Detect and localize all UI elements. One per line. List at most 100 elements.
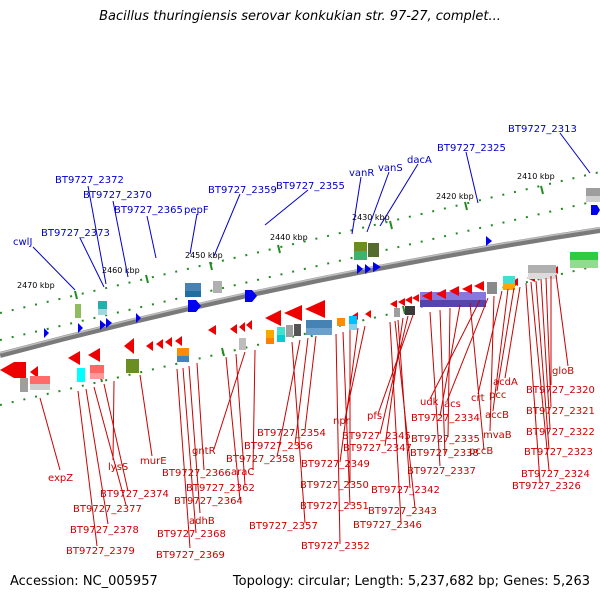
pos-label-2450: 2450 kbp [185,251,223,260]
gene-box [306,328,332,335]
gene-label-upper: BT9727_2373 [41,228,110,239]
gene-box [306,320,332,328]
gene-box [349,324,357,330]
gene-box [266,338,274,344]
gene-box [337,318,345,326]
genome-summary-text: Topology: circular; Length: 5,237,682 bp… [232,574,590,589]
position-labels: 2410 kbp 2420 kbp 2430 kbp 2440 kbp 2450… [17,172,555,290]
gene-label-lower: BT9727_2356 [244,441,313,452]
gene-box [30,376,50,384]
gene-label-lower: BT9727_2379 [66,546,135,557]
gene-box [185,291,201,297]
gene-box [528,265,556,273]
gene-label-lower: BT9727_2350 [300,480,369,491]
gene-label-lower: BT9727_2326 [512,481,581,492]
gene-box [98,301,107,309]
gene-box [394,308,400,317]
gene-arrow [462,284,472,294]
gene-label-lower: npr [333,416,351,427]
gene-label-lower: udk [420,397,439,408]
gene-box [266,330,274,338]
gene-label-lower: BT9727_2364 [174,496,243,507]
gene-label-lower: BT9727_2357 [249,521,318,532]
gene-label-lower: BT9727_2362 [186,483,255,494]
gene-label-upper: cwlJ [13,237,32,248]
gene-label-lower: BT9727_2343 [368,506,437,517]
gene-box [503,284,515,290]
gene-box [354,251,367,260]
gene-label-lower: BT9727_2349 [301,459,370,470]
gene-label-upper: pepF [184,205,209,216]
gene-arrow [100,320,106,330]
pos-label-2410: 2410 kbp [517,172,555,181]
gene-box [503,276,515,284]
gene-box [177,348,189,356]
gene-box [75,304,81,318]
gene-box [30,384,50,390]
gene-box [586,196,600,202]
gene-label-lower: BT9727_2366 [162,468,231,479]
map-title: Bacillus thuringiensis serovar konkukian… [99,9,501,24]
gene-box [420,300,486,307]
gene-box [90,365,104,373]
gene-label-lower: acs [444,399,461,410]
gene-arrow [245,290,257,302]
gene-label-lower: BT9727_2342 [371,485,440,496]
gene-label-lower: lysS [108,462,128,473]
gene-label-upper: BT9727_2313 [508,124,577,135]
gene-arrow [365,310,371,318]
gene-arrow [0,362,26,378]
gene-label-lower: pfs [367,411,382,422]
gene-label-lower: mvaB [483,430,512,441]
gene-arrow [265,310,281,326]
pos-label-2470: 2470 kbp [17,281,55,290]
gene-box [586,188,600,196]
gene-arrow [88,348,100,362]
gene-label-lower: BT9727_2322 [526,427,595,438]
gene-box [20,378,28,392]
lower-track-genes [0,252,598,392]
pos-label-2440: 2440 kbp [270,233,308,242]
gene-box [349,316,357,324]
upper-track-genes [44,188,600,338]
gene-label-lower: BT9727_2323 [524,447,593,458]
gene-label-lower: acdA [493,377,518,388]
gene-arrow [175,336,182,346]
gene-label-lower: BT9727_2358 [226,454,295,465]
gene-arrow [106,318,112,328]
gene-arrow [44,328,49,338]
gene-label-upper: BT9727_2365 [114,205,183,216]
gene-box [420,292,486,300]
gene-arrow [188,300,201,312]
gene-label-lower: BT9727_2352 [301,541,370,552]
gene-label-lower: murE [140,456,167,467]
gene-label-lower: BT9727_2338 [410,448,479,459]
gene-label-upper: dacA [407,155,432,166]
accession-text: Accession: NC_005957 [10,574,158,589]
gene-box [213,281,222,293]
gene-arrow [422,291,432,301]
gene-label-lower: pccB [469,446,493,457]
gene-box [294,324,301,336]
gene-label-lower: accB [485,410,509,421]
gene-box [570,252,598,260]
gene-arrow [78,323,83,333]
gene-label-upper: vanR [349,168,374,179]
lower-leader-lines [39,274,569,549]
gene-label-lower: crt [471,393,485,404]
gene-arrow [405,296,412,304]
gene-label-upper: BT9727_2359 [208,185,277,196]
gene-arrow [284,305,302,321]
gene-box [90,373,104,379]
gene-label-lower: BT9727_2337 [407,466,476,477]
gene-box [286,325,293,337]
gene-arrow [239,322,245,332]
gene-label-lower: BT9727_2321 [526,406,595,417]
gene-box [528,273,556,279]
gene-label-upper: vanS [378,163,403,174]
gene-arrow [398,298,405,306]
gene-label-upper: BT9727_2372 [55,175,124,186]
gene-label-upper: BT9727_2355 [276,181,345,192]
gene-arrow [68,351,80,365]
gene-box [277,335,285,342]
